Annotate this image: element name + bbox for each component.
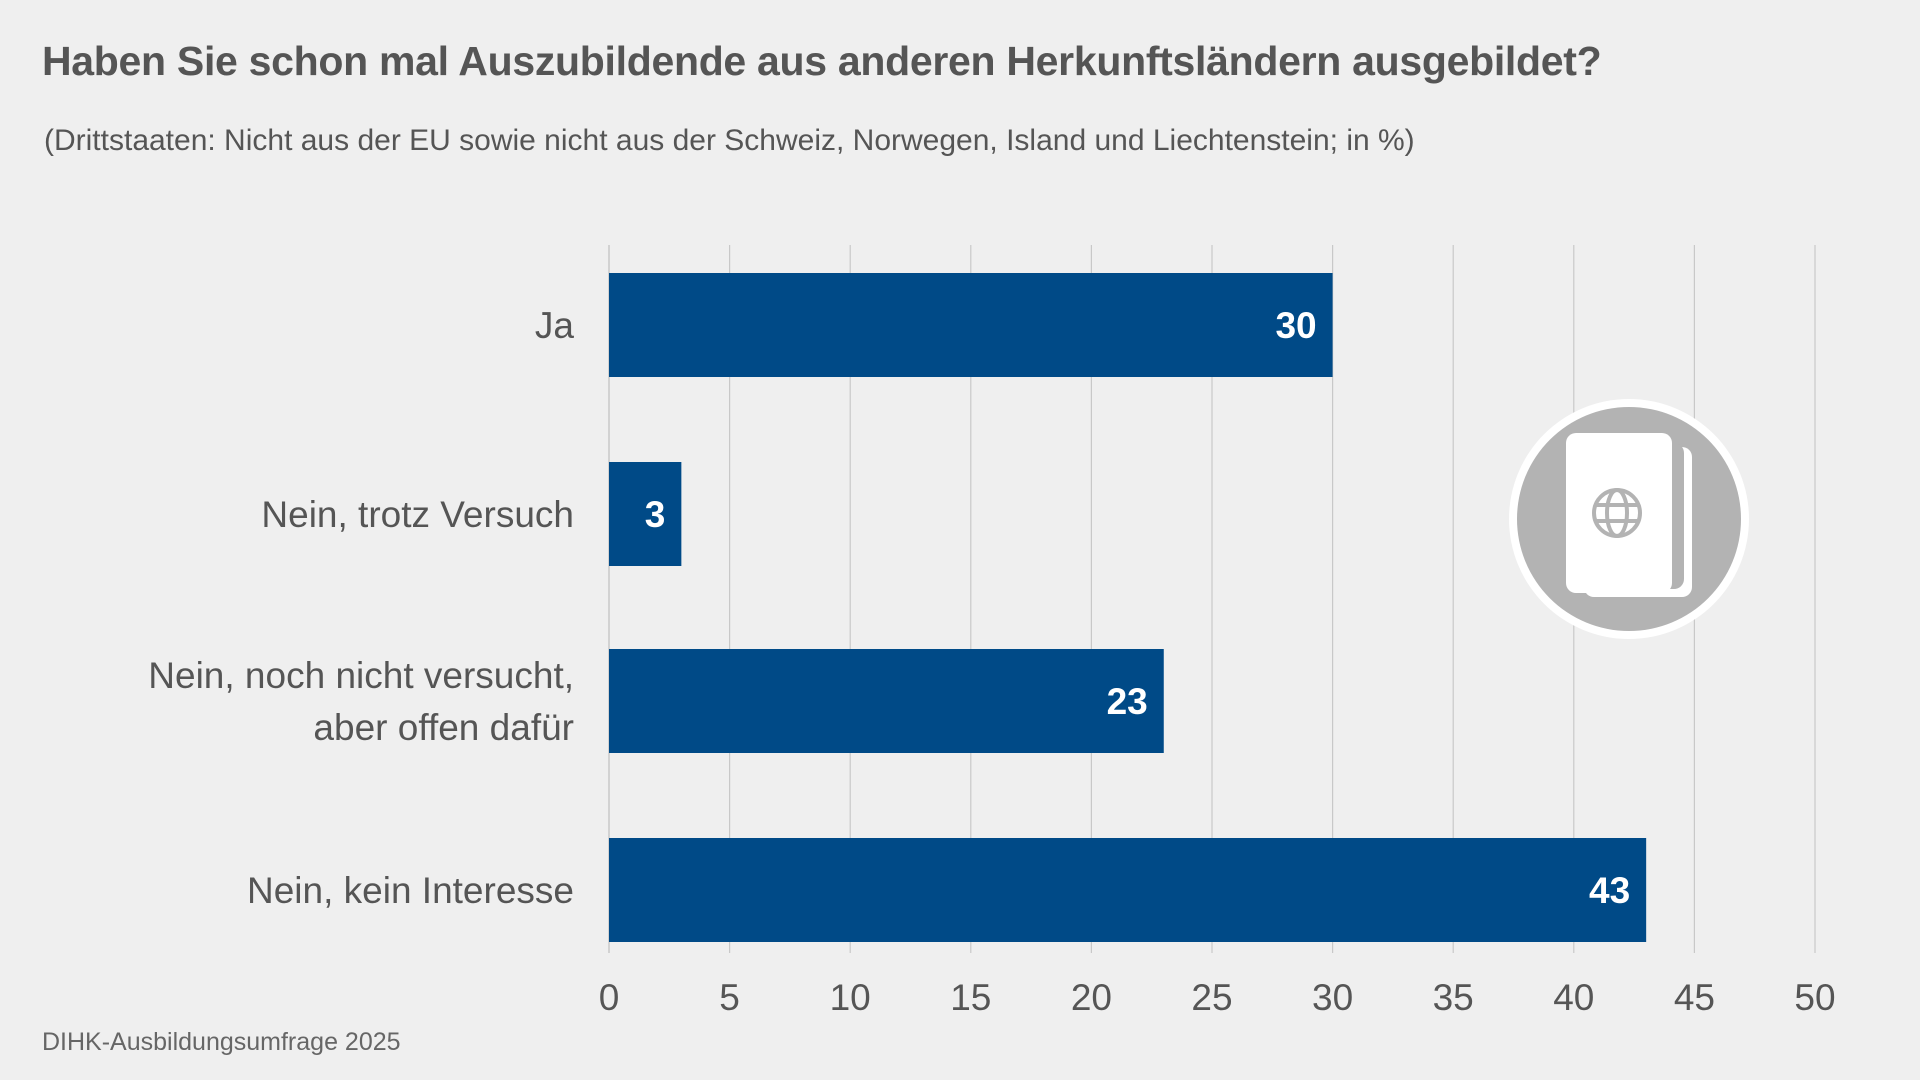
x-tick-label: 35	[1433, 977, 1474, 1018]
x-tick-label: 30	[1312, 977, 1353, 1018]
x-tick-label: 50	[1794, 977, 1835, 1018]
data-label: 43	[1589, 870, 1630, 911]
bar	[609, 838, 1647, 942]
bars: 30 3 23 43	[609, 273, 1647, 942]
x-tick-label: 0	[599, 977, 620, 1018]
x-tick-label: 40	[1553, 977, 1594, 1018]
chart-title: Haben Sie schon mal Auszubildende aus an…	[42, 38, 1602, 84]
bar	[609, 649, 1164, 753]
category-label: aber offen dafür	[313, 707, 574, 748]
bar	[609, 462, 682, 566]
x-tick-label: 45	[1674, 977, 1715, 1018]
category-labels: Ja Nein, trotz Versuch Nein, noch nicht ve…	[148, 305, 574, 911]
category-label: Nein, noch nicht versucht,	[148, 655, 574, 696]
chart-subtitle: (Drittstaaten: Nicht aus der EU sowie ni…	[44, 124, 1415, 157]
category-label: Nein, trotz Versuch	[261, 494, 574, 535]
x-tick-labels: 0 5 10 15 20 25 30 35 40 45 50	[599, 977, 1836, 1018]
data-label: 30	[1275, 305, 1316, 346]
category-label: Ja	[535, 305, 575, 346]
x-tick-label: 10	[830, 977, 871, 1018]
x-tick-label: 20	[1071, 977, 1112, 1018]
source-note: DIHK-Ausbildungsumfrage 2025	[42, 1028, 401, 1056]
x-tick-label: 15	[950, 977, 991, 1018]
data-label: 23	[1107, 681, 1148, 722]
bar	[609, 273, 1333, 377]
category-label: Nein, kein Interesse	[247, 870, 574, 911]
data-label: 3	[645, 494, 666, 535]
passport-icon	[1509, 399, 1749, 639]
x-tick-label: 25	[1191, 977, 1232, 1018]
x-tick-label: 5	[719, 977, 740, 1018]
